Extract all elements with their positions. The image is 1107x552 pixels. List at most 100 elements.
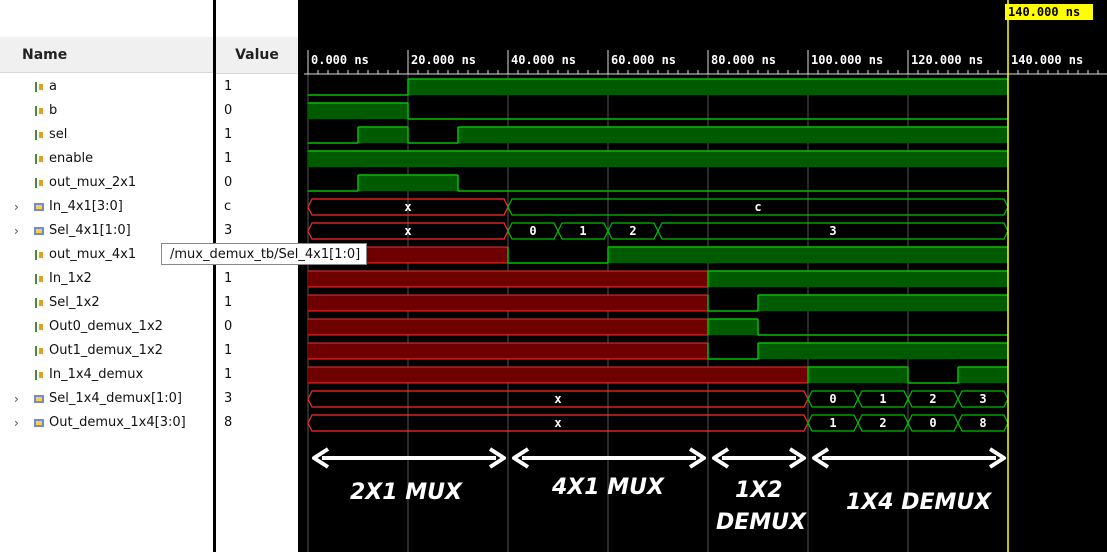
signal-name: a: [49, 79, 57, 94]
bus-value-label: 2: [929, 392, 936, 406]
waveform-viewer[interactable]: 0.000 ns 20.000 ns 40.000 ns 60.000 ns 80.00…: [304, 0, 1107, 552]
bus-value-label: 8: [979, 416, 986, 430]
signal-value: 1: [224, 79, 233, 94]
bit-signal-icon: [35, 106, 43, 116]
bus-value-label: x: [404, 200, 411, 214]
time-tick-label: 140.000 ns: [1011, 53, 1083, 67]
section-arrows: [312, 447, 1006, 469]
bus-segment: [307, 198, 509, 216]
time-ruler[interactable]: 0.000 ns 20.000 ns 40.000 ns 60.000 ns 80.00…: [304, 50, 1107, 75]
signal-name: Sel_1x2: [49, 295, 100, 310]
signal-name: sel: [49, 127, 68, 142]
signal-row[interactable]: sel: [0, 123, 213, 147]
signal-value: 0: [224, 319, 233, 334]
bus-segment: [907, 390, 959, 408]
time-tick-label: 20.000 ns: [411, 53, 476, 67]
bit-signal-icon: [35, 154, 43, 164]
signal-waveform[interactable]: [308, 102, 1008, 120]
bus-value-label: 1: [879, 392, 886, 406]
unknown-segment: [308, 367, 808, 383]
signal-value: 1: [224, 127, 233, 142]
bus-segment: [307, 390, 809, 408]
signal-name: Out0_demux_1x2: [49, 319, 163, 334]
signal-name: In_4x1[3:0]: [49, 199, 123, 214]
expand-chevron-icon[interactable]: ›: [14, 392, 19, 406]
signal-value: 1: [224, 271, 233, 286]
signal-waveform[interactable]: [308, 78, 1008, 96]
high-fill: [358, 175, 458, 191]
signal-value: c: [224, 199, 232, 214]
signal-waveform[interactable]: [308, 342, 1008, 360]
signal-waveform[interactable]: x 0 1 2 3: [307, 390, 1009, 408]
expand-chevron-icon[interactable]: ›: [14, 416, 19, 430]
signal-value: 1: [224, 343, 233, 358]
waveform-canvas[interactable]: 0.000 ns 20.000 ns 40.000 ns 60.000 ns 80.00…: [304, 0, 1107, 552]
bus-value-label: 3: [829, 224, 836, 238]
signal-value: 3: [224, 391, 233, 406]
signal-row[interactable]: Out1_demux_1x2: [0, 339, 213, 363]
signal-waveform[interactable]: [308, 246, 1008, 264]
section-label: 1X2: [735, 478, 783, 503]
signal-waveform[interactable]: [308, 150, 1008, 167]
signal-row[interactable]: a: [0, 75, 213, 99]
signal-waveform[interactable]: [308, 294, 1008, 312]
bus-segment: [857, 414, 909, 432]
value-column-header[interactable]: Value: [216, 37, 298, 74]
bus-value-label: x: [554, 392, 561, 406]
bit-signal-icon: [35, 274, 43, 284]
signal-row[interactable]: › Sel_4x1[1:0]: [0, 219, 213, 243]
signal-name: In_1x4_demux: [49, 367, 144, 382]
signal-row[interactable]: In_1x2: [0, 267, 213, 291]
signal-row[interactable]: Sel_1x2: [0, 291, 213, 315]
cursor-time-label[interactable]: 140.000 ns: [1005, 4, 1093, 20]
name-column-header[interactable]: Name: [0, 37, 213, 73]
bus-segment: [307, 414, 809, 432]
signal-waveform[interactable]: [308, 318, 1008, 336]
signal-name: Sel_1x4_demux[1:0]: [49, 391, 183, 406]
signal-waveform[interactable]: [308, 366, 1008, 384]
high-fill: [808, 367, 908, 383]
high-fill: [758, 295, 1008, 311]
signal-row[interactable]: out_mux_2x1: [0, 171, 213, 195]
signal-row[interactable]: Out0_demux_1x2: [0, 315, 213, 339]
bus-segment: [957, 390, 1009, 408]
signal-waveform[interactable]: [308, 174, 1008, 192]
high-fill: [608, 247, 1008, 263]
high-fill: [708, 319, 758, 335]
bit-signal-icon: [35, 322, 43, 332]
bus-value-label: 2: [879, 416, 886, 430]
signal-name: out_mux_4x1: [49, 247, 137, 262]
bus-signal-icon: [34, 227, 44, 235]
time-tick-label: 60.000 ns: [611, 53, 676, 67]
signal-waveform[interactable]: [308, 270, 1008, 288]
signal-tooltip: /mux_demux_tb/Sel_4x1[1:0]: [161, 243, 367, 265]
signal-row[interactable]: out_mux_4x1: [0, 243, 213, 267]
section-arrow-head: [312, 447, 330, 469]
signal-value-pane: Value 10110c311101138: [216, 0, 298, 552]
unknown-segment: [308, 319, 708, 335]
bus-signal-icon: [34, 395, 44, 403]
expand-chevron-icon[interactable]: ›: [14, 200, 19, 214]
signal-row[interactable]: › Sel_1x4_demux[1:0]: [0, 387, 213, 411]
high-fill: [958, 367, 1008, 383]
time-tick-label: 0.000 ns: [311, 53, 369, 67]
high-fill: [308, 151, 1008, 167]
signal-row[interactable]: enable: [0, 147, 213, 171]
signal-waveform[interactable]: x 1 2 0 8: [307, 414, 1009, 432]
signal-row[interactable]: b: [0, 99, 213, 123]
bus-value-label: 0: [929, 416, 936, 430]
bit-signal-icon: [35, 346, 43, 356]
signal-waveform[interactable]: x 0 1 2 3: [307, 222, 1009, 240]
high-fill: [358, 127, 408, 143]
bus-value-label: 1: [579, 224, 586, 238]
signal-row[interactable]: › Out_demux_1x4[3:0]: [0, 411, 213, 435]
section-arrow-head: [788, 447, 806, 469]
expand-chevron-icon[interactable]: ›: [14, 224, 19, 238]
bus-signal-icon: [34, 203, 44, 211]
bit-signal-icon: [35, 250, 43, 260]
signal-waveform[interactable]: [308, 126, 1008, 144]
signal-row[interactable]: › In_4x1[3:0]: [0, 195, 213, 219]
signal-row[interactable]: In_1x4_demux: [0, 363, 213, 387]
unknown-segment: [308, 343, 708, 359]
